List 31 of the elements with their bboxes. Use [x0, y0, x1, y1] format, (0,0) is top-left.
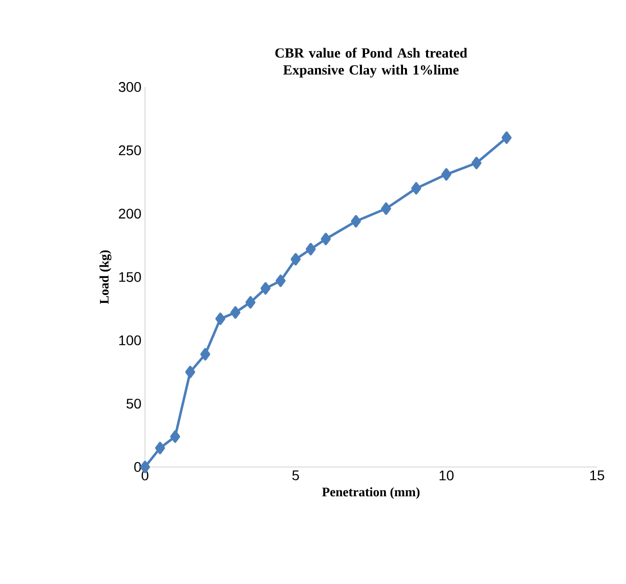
y-tick-label: 150: [119, 272, 141, 282]
x-tick-label: 10: [440, 470, 454, 480]
point: [411, 182, 422, 195]
point: [245, 296, 256, 309]
point: [200, 348, 210, 360]
point: [381, 202, 392, 215]
point: [350, 215, 361, 228]
y-tick-label: 250: [118, 145, 141, 156]
point: [320, 232, 331, 246]
y-tick-label: 0: [134, 462, 141, 472]
chart-title: CBR value of Pond Ash treated Expansive Clay with 1%lime: [275, 48, 468, 78]
point: [441, 168, 452, 181]
point: [306, 242, 316, 256]
x-tick-label: 5: [292, 470, 299, 480]
y-tick-label: 50: [126, 398, 141, 409]
point: [502, 131, 512, 144]
point: [290, 253, 301, 266]
y-tick-label: 100: [119, 335, 141, 346]
point: [215, 312, 226, 326]
point: [276, 274, 286, 288]
point: [471, 156, 482, 170]
x-tick-label: 15: [590, 470, 604, 480]
point: [230, 306, 240, 319]
y-tick-label: 300: [118, 82, 141, 92]
y-tick-label: 200: [118, 208, 141, 219]
point: [170, 430, 180, 443]
point: [260, 282, 271, 295]
x-axis-title: Penetration (mm): [322, 487, 420, 499]
point: [185, 366, 196, 378]
point: [155, 442, 166, 454]
y-axis-title: Load (kg): [100, 250, 112, 304]
